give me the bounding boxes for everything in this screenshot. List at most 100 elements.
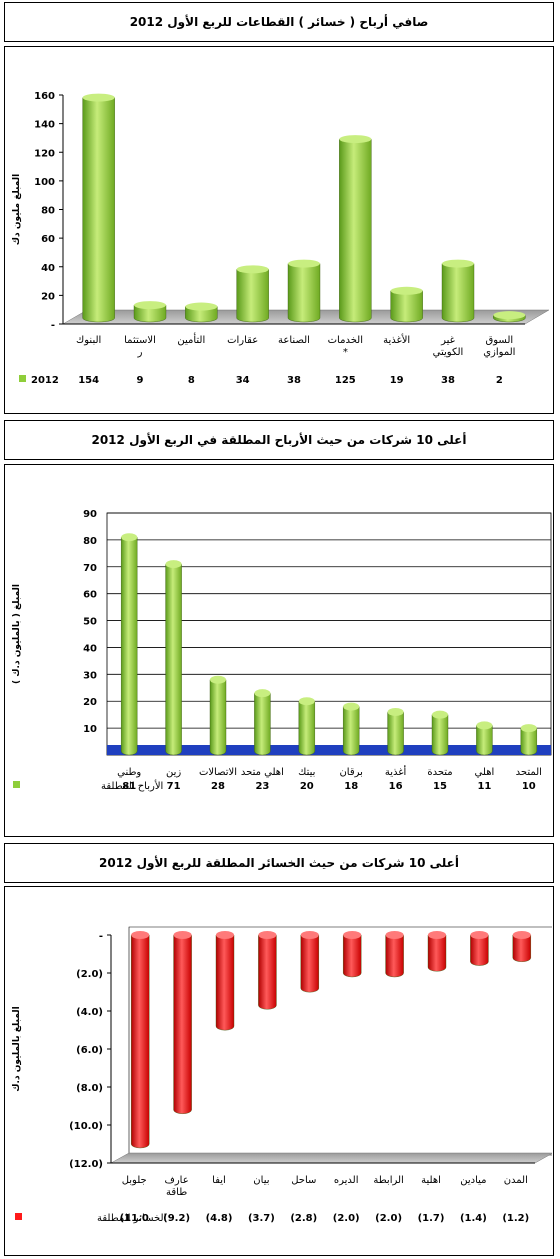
chart3-y-tick-label-0: - <box>99 931 103 942</box>
chart1-y-tick-label-2: 40 <box>41 263 55 274</box>
chart3-bar-2 <box>215 931 235 1031</box>
chart2-y-tick-label-2: 20 <box>83 697 97 708</box>
chart3-svg: - (2.0) (4.0) (6.0) (8.0) (10.0) (12.0) المبلغ … <box>12 926 552 1224</box>
chart1-legend-label: 2012 <box>31 375 59 386</box>
chart3-bar-4 <box>300 931 319 993</box>
category-label-3: عقارات <box>227 335 258 346</box>
chart3-value-label-4: (2.8) <box>290 1213 317 1224</box>
chart2-bar-8 <box>476 721 493 756</box>
chart2-value-label-8: 11 <box>477 781 491 792</box>
chart1-y-tick-label-7: 140 <box>34 120 55 131</box>
chart1-bar-6 <box>390 286 423 323</box>
chart2-y-tick-label-7: 70 <box>83 563 97 574</box>
chart1-bar-5 <box>339 135 372 323</box>
chart3-bar-6 <box>385 931 404 978</box>
chart3-y-tick-label-2: (4.0) <box>76 1007 103 1018</box>
chart3-bar-1 <box>173 931 192 1114</box>
chart2-y-tick-label-1: 10 <box>83 724 97 735</box>
chart1-bar-1 <box>133 301 167 323</box>
chart2-value-label-2: 28 <box>211 781 225 792</box>
category-label-7: متحدة <box>427 767 452 778</box>
category-label-0: وطني <box>117 767 141 778</box>
chart3-value-label-3: (3.7) <box>248 1213 275 1224</box>
category-label-7: غير الكويتي <box>433 335 464 358</box>
category-label-7: اهلية <box>421 1175 441 1186</box>
chart2-value-label-3: 23 <box>255 781 269 792</box>
category-label-8: السوق الموازي <box>483 335 515 358</box>
chart3-legend-swatch <box>15 1213 22 1220</box>
chart3-value-label-8: (1.4) <box>460 1213 487 1224</box>
chart2-legend-label: الأرباح المطلقة <box>101 779 163 792</box>
chart1-value-label-4: 38 <box>287 375 301 386</box>
chart3-y-tick-label-4: (8.0) <box>76 1083 103 1094</box>
chart2-value-label-0: 81 <box>122 781 136 792</box>
chart1-value-label-1: 9 <box>137 375 144 386</box>
chart2-floor <box>107 745 551 755</box>
chart2-value-label-4: 20 <box>300 781 314 792</box>
chart1-box: - 20 40 60 80 100 120 140 160 المبلغ مليون دك البن… <box>4 46 554 414</box>
chart3-bar-3 <box>258 931 277 1010</box>
chart1-value-label-7: 38 <box>441 375 455 386</box>
category-label-4: بيتك <box>298 767 315 778</box>
chart3-bar-8 <box>470 931 489 966</box>
chart2-y-tick-label-4: 40 <box>83 643 97 654</box>
chart1-value-label-5: 125 <box>335 375 356 386</box>
chart3-value-label-0: (11.0 <box>120 1213 149 1224</box>
chart2-y-tick-label-9: 90 <box>83 509 97 520</box>
chart2-bar-4 <box>298 697 315 756</box>
chart1-y-tick-label-0: - <box>51 320 55 331</box>
chart2-y-tick-label-3: 30 <box>83 670 97 681</box>
category-label-9: المدن <box>504 1175 528 1186</box>
category-label-5: برقان <box>339 767 362 778</box>
chart3-y-axis-label: المبلغ بالمليون د.ك <box>12 1006 22 1091</box>
chart2-bar-7 <box>431 710 449 756</box>
chart3-value-label-1: (9.2) <box>163 1213 190 1224</box>
chart2-title: أعلى 10 شركات من حيث الأرباح المطلقة في … <box>91 433 467 447</box>
category-label-9: المتحد <box>516 767 542 778</box>
chart3-y-tick-label-1: (2.0) <box>76 969 103 980</box>
chart2-value-label-1: 71 <box>167 781 181 792</box>
category-label-2: التأمين <box>177 332 205 346</box>
category-label-8: ميادين <box>460 1175 486 1186</box>
chart1-value-label-3: 34 <box>236 375 250 386</box>
chart1-title-box: صافي أرباح ( خسائر ) القطاعات للربع الأو… <box>4 2 554 42</box>
chart1-y-tick-label-4: 80 <box>41 206 55 217</box>
chart2-box: 10 20 30 40 50 60 70 80 90 المبلغ ( بالمليون د.ك … <box>4 464 554 837</box>
chart2-bar-6 <box>387 707 404 756</box>
chart2-svg: 10 20 30 40 50 60 70 80 90 المبلغ ( بالمليون د.ك … <box>12 509 552 792</box>
chart1-value-label-0: 154 <box>78 375 99 386</box>
chart1-bar-0 <box>82 93 115 323</box>
category-label-4: الصناعة <box>278 335 310 346</box>
chart1-value-label-6: 19 <box>390 375 404 386</box>
category-label-1: عارف طاقة <box>164 1175 188 1198</box>
chart3-box: - (2.0) (4.0) (6.0) (8.0) (10.0) (12.0) المبلغ … <box>4 886 554 1256</box>
chart1-y-tick-label-8: 160 <box>34 91 55 102</box>
chart1-legend-swatch <box>19 375 26 382</box>
chart1-value-label-8: 2 <box>496 375 503 386</box>
chart1-bar-7 <box>441 259 475 323</box>
chart3-back-wall <box>128 926 552 1156</box>
category-label-4: ساحل <box>291 1175 316 1186</box>
chart2-legend-swatch <box>13 781 20 788</box>
chart3-title: أعلى 10 شركات من حيث الخسائر المطلقة للر… <box>99 856 459 870</box>
chart3-value-label-2: (4.8) <box>206 1213 233 1224</box>
category-label-8: اهلي <box>475 767 495 778</box>
chart2-y-tick-label-6: 60 <box>83 590 97 601</box>
chart3-bar-0 <box>131 931 150 1149</box>
chart3-bar-5 <box>343 931 362 978</box>
chart2-title-box: أعلى 10 شركات من حيث الأرباح المطلقة في … <box>4 420 554 460</box>
category-label-2: الاتصالات <box>199 767 237 778</box>
chart1-value-label-2: 8 <box>188 375 195 386</box>
chart2-y-tick-label-8: 80 <box>83 536 97 547</box>
category-label-0: جلوبل <box>122 1175 147 1186</box>
category-label-3: اهلي متحد <box>241 767 284 778</box>
chart1-y-axis-label: المبلغ مليون دك <box>12 174 22 245</box>
chart2-value-label-6: 16 <box>389 781 403 792</box>
chart2-value-label-9: 10 <box>522 781 536 792</box>
chart2-bar-5 <box>343 702 360 756</box>
category-label-0: البنوك <box>76 335 101 346</box>
chart3-y-tick-label-5: (10.0) <box>69 1121 103 1132</box>
chart1-title: صافي أرباح ( خسائر ) القطاعات للربع الأو… <box>129 15 429 29</box>
chart2-y-tick-label-5: 50 <box>83 617 97 628</box>
category-label-3: بيان <box>253 1175 269 1186</box>
